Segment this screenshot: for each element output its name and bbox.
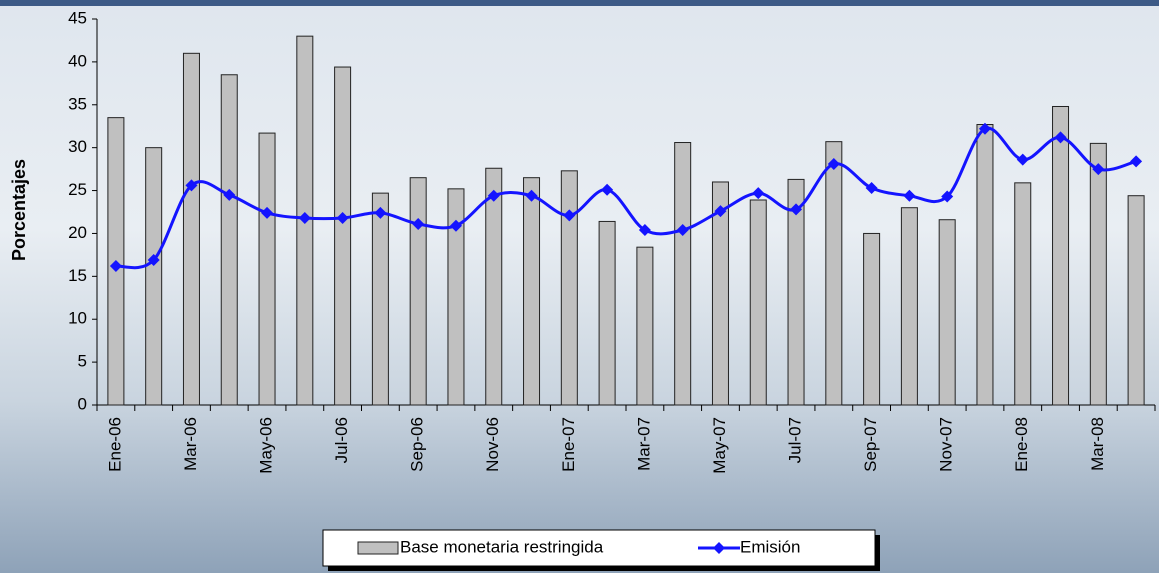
x-tick-label: Mar-08 [1088, 417, 1107, 471]
y-axis-title: Porcentajes [9, 159, 29, 261]
legend-label: Emisión [740, 537, 800, 556]
bar [258, 132, 276, 406]
x-tick-label: Sep-07 [861, 417, 880, 472]
marker [223, 188, 236, 201]
y-tick-label: 10 [68, 309, 87, 328]
x-tick-label: May-07 [710, 417, 729, 474]
y-tick-label: 40 [68, 51, 87, 70]
marker [563, 209, 576, 222]
marker [525, 189, 538, 202]
bar [371, 192, 389, 406]
marker [941, 190, 954, 203]
bar [636, 246, 654, 406]
bar [711, 181, 729, 406]
bar [900, 207, 918, 406]
x-tick-label: Ene-06 [105, 417, 124, 472]
bar [674, 142, 692, 406]
x-tick-label: Ene-07 [559, 417, 578, 472]
bar [145, 147, 163, 406]
y-tick-label: 25 [68, 180, 87, 199]
bar [825, 141, 843, 406]
marker [109, 260, 122, 273]
y-tick-label: 45 [68, 8, 87, 27]
bar [523, 177, 541, 406]
bar [1127, 195, 1145, 406]
marker [752, 187, 765, 200]
marker [298, 212, 311, 225]
marker [865, 181, 878, 194]
marker [1054, 131, 1067, 144]
bar [938, 219, 956, 406]
bar [447, 188, 465, 406]
y-tick-label: 15 [68, 266, 87, 285]
marker [827, 157, 840, 170]
marker [676, 224, 689, 237]
legend-marker [713, 542, 725, 554]
x-tick-label: Jul-07 [786, 417, 805, 463]
x-tick-label: Ene-08 [1012, 417, 1031, 472]
marker [185, 179, 198, 192]
legend [322, 529, 876, 567]
line [115, 126, 1137, 270]
y-tick-label: 5 [78, 352, 87, 371]
x-tick-label: Nov-06 [483, 417, 502, 472]
x-tick-label: Nov-07 [937, 417, 956, 472]
marker [336, 212, 349, 225]
y-tick-label: 20 [68, 223, 87, 242]
bar [560, 170, 578, 406]
bar [409, 177, 427, 406]
marker [601, 183, 614, 196]
bar [598, 220, 616, 406]
bar [749, 199, 767, 406]
bar [334, 66, 352, 406]
marker [487, 189, 500, 202]
marker [1092, 163, 1105, 176]
bar [182, 52, 200, 406]
x-tick-label: Jul-06 [332, 417, 351, 463]
marker [714, 205, 727, 218]
bar [1052, 105, 1070, 406]
marker [147, 254, 160, 267]
x-tick-label: Mar-07 [634, 417, 653, 471]
marker [903, 189, 916, 202]
marker [1130, 155, 1143, 168]
marker [261, 206, 274, 219]
x-tick-label: Sep-06 [408, 417, 427, 472]
x-tick-label: Mar-06 [181, 417, 200, 471]
bar [1014, 182, 1032, 406]
marker [978, 122, 991, 135]
y-tick-label: 35 [68, 94, 87, 113]
marker [374, 206, 387, 219]
bar [787, 178, 805, 406]
y-tick-label: 30 [68, 137, 87, 156]
bar [863, 232, 881, 406]
legend-label: Base monetaria restringida [400, 537, 604, 556]
legend-swatch [357, 541, 399, 555]
marker [790, 203, 803, 216]
marker [638, 224, 651, 237]
marker [449, 219, 462, 232]
y-tick-label: 0 [78, 394, 87, 413]
bar [485, 167, 503, 406]
bar [220, 74, 238, 406]
top-band [0, 0, 1159, 6]
marker [1016, 153, 1029, 166]
x-tick-label: May-06 [257, 417, 276, 474]
bar [1089, 142, 1107, 406]
bar [976, 124, 994, 406]
marker [412, 218, 425, 231]
